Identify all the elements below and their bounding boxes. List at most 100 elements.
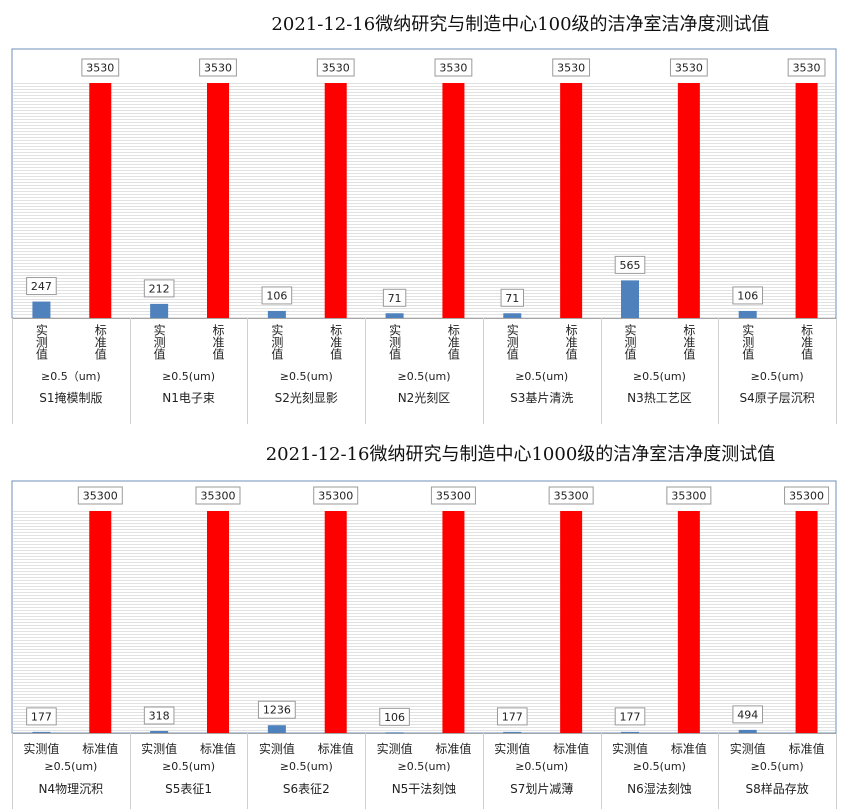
data-label: 35300: [436, 490, 471, 503]
data-label-box: [379, 707, 410, 726]
data-label-box: [669, 58, 708, 77]
data-label: 3530: [86, 62, 114, 75]
particle-size-label: ≥0.5(um): [44, 760, 97, 773]
particle-size-label: ≥0.5(um): [398, 760, 451, 773]
data-label: 3530: [557, 62, 585, 75]
particle-size-label: ≥0.5(um): [515, 760, 568, 773]
particle-size-label: ≥0.5(um): [751, 760, 804, 773]
data-label-box: [784, 486, 830, 505]
category-label: N4物理沉积: [39, 782, 104, 796]
series-label: 标准值: [671, 741, 707, 756]
bar-standard: [677, 83, 700, 318]
data-label-box: [143, 279, 175, 298]
data-label: 35300: [789, 490, 824, 503]
bar-standard: [324, 83, 347, 318]
series-label: 标准值: [446, 324, 460, 361]
bar-standard: [560, 83, 583, 318]
category-label: S7划片减薄: [510, 781, 573, 796]
data-label: 71: [388, 292, 402, 305]
data-label: 177: [620, 710, 641, 723]
series-label: 实测值: [259, 741, 295, 756]
bar-measured: [385, 732, 404, 734]
bar-standard: [89, 511, 112, 733]
data-label-box: [732, 286, 764, 305]
series-label: 标准值: [82, 741, 118, 756]
category-label: N3热工艺区: [627, 391, 692, 405]
data-label: 35300: [554, 490, 589, 503]
series-label: 标准值: [682, 324, 696, 361]
particle-size-label: ≥0.5（um): [41, 370, 101, 383]
series-label: 标准值: [553, 741, 589, 756]
particle-size-label: ≥0.5(um): [751, 370, 804, 383]
data-label: 3530: [204, 62, 232, 75]
category-label: N2光刻区: [398, 391, 451, 405]
particle-size-label: ≥0.5(um): [280, 370, 333, 383]
bar-measured: [503, 731, 522, 733]
data-label: 212: [149, 282, 170, 295]
data-label-box: [500, 288, 524, 307]
particle-size-label: ≥0.5(um): [162, 370, 215, 383]
data-label-box: [313, 486, 359, 505]
chart-title: 2021-12-16微纳研究与制造中心1000级的洁净室洁净度测试值: [265, 444, 776, 465]
bar-measured: [621, 280, 639, 318]
category-label: S4原子层沉积: [740, 391, 815, 405]
data-label: 71: [505, 292, 519, 305]
particle-size-label: ≥0.5(um): [162, 760, 215, 773]
data-label: 494: [737, 708, 758, 721]
series-label: 标准值: [564, 324, 578, 361]
series-label: 标准值: [211, 324, 225, 361]
bar-standard: [207, 511, 229, 733]
data-label-box: [666, 486, 712, 505]
category-table: [12, 318, 837, 424]
bar-standard: [795, 511, 818, 733]
bar-standard: [677, 511, 700, 733]
bar-measured: [32, 301, 51, 318]
data-label: 106: [266, 289, 287, 302]
category-label: S3基片清洗: [510, 391, 573, 405]
bar-measured: [267, 725, 286, 733]
data-label-box: [732, 705, 764, 724]
data-label: 3530: [793, 62, 821, 75]
data-label: 3530: [322, 62, 350, 75]
particle-size-label: ≥0.5(um): [280, 760, 333, 773]
data-label: 247: [31, 280, 52, 293]
particle-size-label: ≥0.5(um): [515, 370, 568, 383]
data-label-box: [614, 707, 646, 726]
series-label: 标准值: [789, 741, 825, 756]
data-label-box: [195, 486, 241, 505]
data-label-box: [614, 255, 646, 274]
data-label-box: [434, 58, 473, 77]
data-label-box: [496, 707, 528, 726]
data-label: 35300: [671, 490, 706, 503]
data-label: 565: [620, 259, 641, 272]
category-label: S1掩模制版: [39, 391, 102, 405]
series-label: 实测值: [741, 323, 755, 361]
category-label: N6湿法刻蚀: [627, 781, 692, 796]
data-label: 106: [384, 711, 405, 724]
bar-standard: [442, 83, 465, 318]
data-label: 1236: [263, 704, 291, 717]
data-label: 35300: [318, 490, 353, 503]
clean-room-1000-chart: 177 实测值 35300 标准值 ≥0.5(um) N4物理沉积 318 实测值 35300 标…: [11, 480, 837, 809]
bar-measured: [32, 731, 51, 733]
data-label-box: [548, 486, 594, 505]
particle-size-label: ≥0.5(um): [633, 760, 686, 773]
series-label: 实测值: [34, 323, 48, 361]
series-label: 实测值: [388, 323, 402, 361]
bar-standard: [560, 511, 583, 733]
data-label-box: [261, 286, 293, 305]
category-table: [12, 733, 837, 809]
bar-standard: [795, 83, 818, 318]
data-label-box: [787, 58, 826, 77]
bar-measured: [738, 310, 757, 318]
series-label: 标准值: [329, 324, 343, 361]
particle-size-label: ≥0.5(um): [633, 370, 686, 383]
series-label: 实测值: [141, 741, 177, 756]
series-label: 实测值: [494, 741, 530, 756]
category-label: S8样品存放: [746, 781, 809, 796]
data-label-box: [26, 277, 57, 296]
series-label: 标准值: [800, 324, 814, 361]
series-label: 实测值: [612, 741, 648, 756]
data-label-box: [382, 288, 407, 307]
bar-measured: [385, 313, 404, 318]
